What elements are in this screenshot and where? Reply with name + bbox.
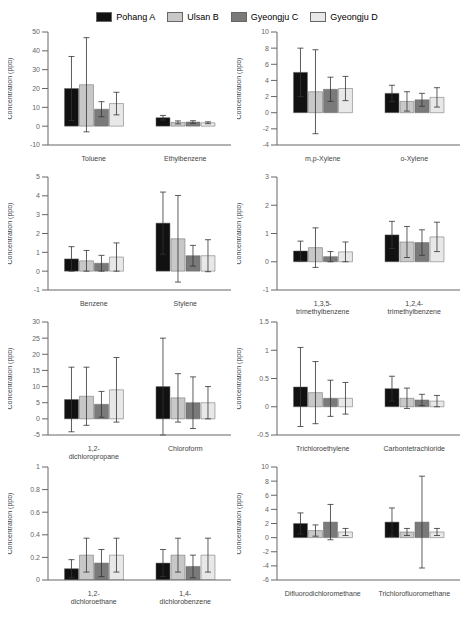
svg-text:8: 8 [265,45,269,52]
svg-text:6: 6 [265,492,269,499]
svg-text:20: 20 [32,351,40,358]
svg-text:1: 1 [265,347,269,354]
svg-text:0.4: 0.4 [30,531,40,538]
svg-text:4: 4 [265,77,269,84]
svg-text:Concentration (ppb): Concentration (ppb) [237,348,243,410]
html-text:Ulsan B: Ulsan B [187,12,219,22]
svg-text:o-Xylene: o-Xylene [400,155,428,163]
svg-text:Toluene: Toluene [81,155,106,162]
svg-text:Concentration (ppb): Concentration (ppb) [8,348,14,410]
svg-text:3: 3 [36,211,40,218]
svg-text:40: 40 [32,47,40,54]
svg-text:Carbontetrachloride: Carbontetrachloride [384,445,446,452]
svg-text:2: 2 [265,202,269,209]
svg-text:Trichloroethylene: Trichloroethylene [296,445,350,453]
html-text:Pohang A: Pohang A [116,12,156,22]
svg-text:10: 10 [32,383,40,390]
svg-text:5: 5 [36,173,40,180]
svg-text:Concentration (ppb): Concentration (ppb) [8,203,14,265]
svg-text:0: 0 [265,258,269,265]
svg-text:4: 4 [36,192,40,199]
svg-text:0: 0 [265,109,269,116]
svg-text:0: 0 [36,268,40,275]
svg-text:0.8: 0.8 [30,486,40,493]
svg-text:-4: -4 [263,562,269,569]
svg-text:10: 10 [261,28,269,35]
svg-text:-2: -2 [263,125,269,132]
svg-text:1,2,4-trimethylbenzene: 1,2,4-trimethylbenzene [388,300,441,316]
svg-text:3: 3 [265,173,269,180]
svg-text:Concentration (ppb): Concentration (ppb) [8,493,14,555]
svg-text:-0.5: -0.5 [257,431,269,438]
svg-text:15: 15 [32,367,40,374]
svg-text:Ethylbenzene: Ethylbenzene [164,155,207,163]
svg-text:0: 0 [36,415,40,422]
svg-text:30: 30 [32,318,40,325]
svg-text:-2: -2 [263,548,269,555]
svg-text:Stylene: Stylene [174,300,197,308]
svg-text:25: 25 [32,335,40,342]
svg-text:1: 1 [36,249,40,256]
svg-text:Benzene: Benzene [80,300,108,307]
svg-text:Concentration (ppb): Concentration (ppb) [8,58,14,120]
svg-text:0: 0 [265,534,269,541]
svg-text:Difluorodichloromethane: Difluorodichloromethane [285,590,361,597]
html-text:Gyeongju C: Gyeongju C [250,12,299,22]
svg-text:Chloroform: Chloroform [168,445,203,452]
svg-text:0.2: 0.2 [30,554,40,561]
html-text:Gyeongju D: Gyeongju D [330,12,378,22]
svg-text:1,4-dichlorobenzene: 1,4-dichlorobenzene [160,590,211,605]
svg-text:Trichlorofluoromethane: Trichlorofluoromethane [378,590,450,597]
svg-text:2: 2 [265,93,269,100]
svg-text:10: 10 [261,463,269,470]
svg-text:0: 0 [36,576,40,583]
svg-text:1: 1 [265,230,269,237]
svg-text:-4: -4 [263,141,269,148]
svg-text:1,2-dichloropropane: 1,2-dichloropropane [69,445,119,461]
svg-text:Concentration (ppb): Concentration (ppb) [237,493,243,555]
svg-text:1.5: 1.5 [259,318,269,325]
svg-text:20: 20 [32,85,40,92]
svg-text:10: 10 [32,104,40,111]
svg-text:m,p-Xylene: m,p-Xylene [305,155,341,163]
svg-text:-1: -1 [34,286,40,293]
svg-text:5: 5 [36,399,40,406]
svg-text:Concentration (ppb): Concentration (ppb) [237,58,243,120]
svg-text:1,2-dichloroethane: 1,2-dichloroethane [71,590,117,605]
svg-text:Concentration (ppb): Concentration (ppb) [237,203,243,265]
svg-text:8: 8 [265,478,269,485]
svg-text:1,3,5-trimethylbenzene: 1,3,5-trimethylbenzene [296,300,349,316]
svg-text:4: 4 [265,506,269,513]
svg-text:0.5: 0.5 [259,375,269,382]
svg-text:50: 50 [32,28,40,35]
svg-text:-6: -6 [263,576,269,583]
svg-text:-1: -1 [263,286,269,293]
svg-text:-5: -5 [34,431,40,438]
svg-text:2: 2 [36,230,40,237]
svg-text:0: 0 [265,403,269,410]
svg-text:6: 6 [265,61,269,68]
svg-text:0: 0 [36,123,40,130]
svg-text:2: 2 [265,520,269,527]
svg-text:1: 1 [36,463,40,470]
svg-text:0.6: 0.6 [30,509,40,516]
svg-text:30: 30 [32,66,40,73]
svg-text:-10: -10 [30,141,40,148]
